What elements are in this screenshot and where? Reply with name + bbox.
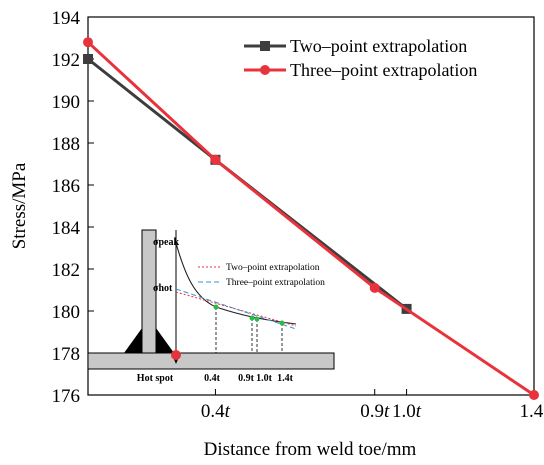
y-tick-label: 188 [52, 134, 81, 155]
series-point-1 [210, 154, 221, 165]
y-tick-label: 184 [52, 218, 81, 239]
x-tick-label: 0.4t [201, 401, 231, 422]
vertical-plate [141, 229, 157, 354]
weld-right [156, 328, 174, 353]
series-point-1 [369, 282, 380, 293]
inset-tick-10: 1.0t [256, 373, 273, 384]
inset-point-10 [254, 316, 260, 322]
series-layer [83, 37, 539, 400]
weld-left [124, 328, 142, 353]
red-dotted-extrapolation [175, 291, 297, 327]
sigma-peak-label: σpeak [153, 237, 179, 248]
y-tick-label: 194 [52, 8, 81, 29]
x-ticks: 0.4t 0.9t1.0t 1.4t [201, 389, 544, 422]
inset-point-04 [213, 304, 219, 310]
x-tick-label: 1.0t [392, 401, 422, 422]
series-point-0 [83, 54, 93, 64]
inset-point-14 [279, 320, 285, 326]
y-tick-label: 192 [52, 50, 81, 71]
inset-tick-04: 0.4t [204, 373, 221, 384]
inset-legend-three: Three–point extrapolation [226, 278, 325, 288]
x-tick-label: 1.4t [519, 401, 544, 422]
y-tick-label: 186 [52, 176, 81, 197]
y-axis-label: Stress/MPa [9, 162, 30, 249]
inset-legend-two: Two–point extrapolation [226, 263, 320, 273]
legend-three-label: Three–point extrapolation [290, 60, 477, 80]
y-tick-label: 178 [52, 344, 81, 365]
y-tick-label: 182 [52, 260, 81, 281]
legend: Two–point extrapolation Three–point extr… [244, 36, 477, 80]
sigma-hot-label: σhot [153, 283, 173, 294]
series-line-1 [86, 41, 535, 397]
plot-frame [87, 16, 535, 396]
inset-schematic: σpeak σhot Two–point extrapolation Three… [87, 229, 335, 384]
x-tick-label: 0.9t [360, 401, 390, 422]
legend-two-marker [260, 41, 270, 51]
y-tick-label: 180 [52, 302, 81, 323]
hot-spot-label: Hot spot [137, 373, 174, 384]
inset-point-09 [249, 315, 255, 321]
legend-three-marker [260, 65, 270, 75]
y-tick-label: 190 [52, 92, 81, 113]
hot-spot-marker [171, 350, 181, 360]
legend-two-label: Two–point extrapolation [290, 36, 467, 56]
blue-dashed-extrapolation [175, 288, 297, 330]
inset-tick-09: 0.9t [238, 373, 255, 384]
x-axis-label: Distance from weld toe/mm [204, 439, 417, 460]
inset-tick-14: 1.4t [277, 373, 294, 384]
series-point-1 [83, 37, 93, 48]
series-point-1 [529, 390, 539, 400]
base-plate [87, 352, 335, 370]
y-tick-label: 176 [52, 386, 81, 407]
